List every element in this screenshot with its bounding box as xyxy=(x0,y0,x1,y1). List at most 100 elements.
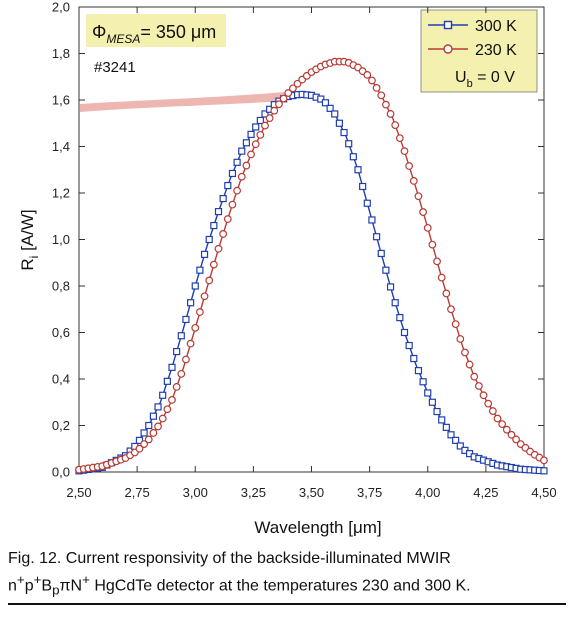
series-point-230k xyxy=(433,257,441,266)
series-point-300k xyxy=(154,403,162,411)
series-point-300k xyxy=(345,140,353,148)
series-point-300k xyxy=(410,354,418,363)
series-point-300k xyxy=(405,341,413,350)
series-point-230k xyxy=(195,308,204,316)
series-point-230k xyxy=(479,391,488,400)
series-point-300k xyxy=(452,436,460,444)
caption-line-2: n+p+BpπN+ HgCdTe detector at the tempera… xyxy=(8,572,471,598)
y-tick-label: 1,8 xyxy=(52,46,70,61)
series-point-230k xyxy=(437,273,446,282)
series-lines xyxy=(78,60,545,472)
series-point-300k xyxy=(228,169,237,178)
series-point-230k xyxy=(363,70,372,79)
series-point-230k xyxy=(205,276,214,285)
series-point-230k xyxy=(465,360,474,369)
mesa-diameter-label: ΦMESA= 350 μm xyxy=(92,22,216,46)
chart: 2,50 2,75 3,00 3,25 3,50 3,75 4,00 4,25 4,50 0,0 0… xyxy=(18,0,557,537)
series-point-300k xyxy=(419,378,427,386)
series-point-300k xyxy=(149,412,157,420)
series-point-230k xyxy=(507,430,516,439)
series-point-230k xyxy=(293,79,302,88)
series-point-300k xyxy=(214,208,223,216)
series-point-300k xyxy=(135,436,144,444)
series-point-230k xyxy=(405,162,414,170)
series-point-230k xyxy=(261,121,269,130)
series-point-300k xyxy=(456,442,464,450)
x-tick-label: 3,50 xyxy=(299,485,324,500)
series-point-230k xyxy=(409,177,418,185)
series-point-300k xyxy=(354,166,362,174)
series-point-300k xyxy=(414,367,423,375)
series-point-230k xyxy=(186,339,195,348)
series-point-300k xyxy=(182,315,190,324)
series-point-300k xyxy=(317,95,325,103)
axis-ticks: 2,50 2,75 3,00 3,25 3,50 3,75 4,00 4,25 4,50 0,0 0… xyxy=(52,0,557,500)
series-point-300k xyxy=(200,250,209,258)
x-tick-label: 3,75 xyxy=(357,485,382,500)
x-tick-label: 4,25 xyxy=(473,485,498,500)
series-point-230k xyxy=(168,396,176,404)
series-point-300k xyxy=(256,116,264,125)
figure-caption: Fig. 12. Current responsivity of the bac… xyxy=(8,548,578,601)
series-point-300k xyxy=(159,391,167,399)
series-point-300k xyxy=(326,104,334,112)
series-point-230k xyxy=(428,240,437,249)
series-point-300k xyxy=(400,328,409,337)
series-point-300k xyxy=(219,194,227,203)
series-point-230k xyxy=(265,114,274,123)
series-point-300k xyxy=(331,110,339,118)
series-point-300k xyxy=(191,282,199,290)
series-point-230k xyxy=(475,382,483,390)
marker-smudge xyxy=(80,92,286,112)
series-point-230k xyxy=(368,76,376,85)
series-point-230k xyxy=(498,420,507,429)
series-point-300k xyxy=(447,431,455,439)
series-point-230k xyxy=(414,192,423,201)
series-point-230k xyxy=(172,383,181,391)
series-point-300k xyxy=(247,130,255,139)
series-point-300k xyxy=(196,266,204,274)
series-point-300k xyxy=(145,421,153,430)
series-point-300k xyxy=(442,423,450,431)
y-tick-label: 0,6 xyxy=(52,325,70,340)
series-point-300k xyxy=(210,221,218,230)
series-point-230k xyxy=(461,348,469,357)
series-point-230k xyxy=(237,172,246,181)
series-point-230k xyxy=(289,84,297,93)
series-point-230k xyxy=(135,444,144,453)
series-point-300k xyxy=(433,407,441,416)
series-point-300k xyxy=(368,216,376,224)
series-point-300k xyxy=(168,363,176,371)
y-tick-label: 1,6 xyxy=(52,93,70,108)
series-point-300k xyxy=(377,249,385,258)
y-tick-label: 1,4 xyxy=(52,139,70,154)
series-point-230k xyxy=(219,230,228,238)
series-point-300k xyxy=(363,199,371,207)
series-line-230k xyxy=(78,60,545,471)
legend-label-300k: 300 K xyxy=(475,18,517,35)
series-point-230k xyxy=(447,305,455,314)
legend-box xyxy=(420,9,538,93)
series-point-230k xyxy=(512,435,520,444)
caption-rule xyxy=(8,603,566,605)
series-line-300k xyxy=(78,93,545,472)
series-point-300k xyxy=(438,416,446,424)
series-point-230k xyxy=(256,130,265,139)
series-point-230k xyxy=(456,335,465,343)
series-point-300k xyxy=(224,181,232,190)
series-point-230k xyxy=(484,399,493,408)
series-point-230k xyxy=(182,355,190,364)
series-point-300k xyxy=(340,128,348,137)
series-point-230k xyxy=(284,89,293,97)
series-point-230k xyxy=(502,425,511,434)
series-point-300k xyxy=(233,158,241,166)
series-point-300k xyxy=(373,233,381,241)
mesa-annotation-box xyxy=(86,14,226,47)
series-point-230k xyxy=(163,405,172,414)
series-point-230k xyxy=(149,429,158,437)
series-point-230k xyxy=(233,186,242,195)
legend: 300 K 230 K Ub = 0 V xyxy=(428,18,517,90)
series-point-230k xyxy=(200,292,209,301)
series-point-230k xyxy=(144,435,153,444)
series-point-230k xyxy=(470,372,479,381)
